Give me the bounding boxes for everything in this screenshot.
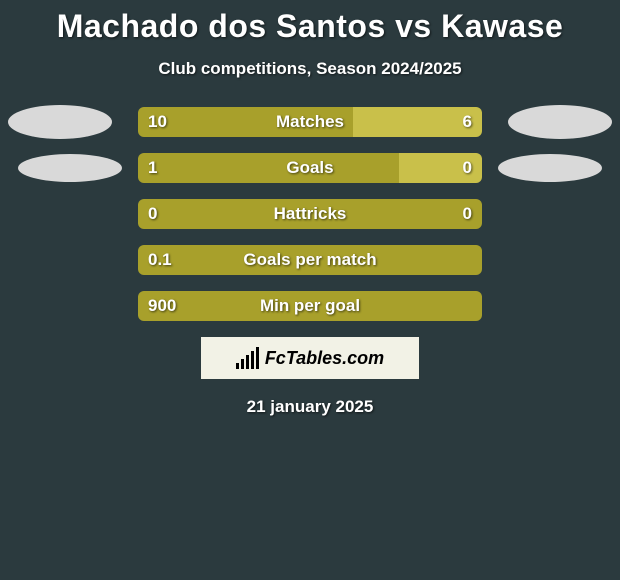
- stat-bar: [138, 153, 482, 183]
- stat-bar: [138, 291, 482, 321]
- player-left-avatar: [8, 105, 112, 139]
- stat-bar: [138, 199, 482, 229]
- stat-row: Goals10: [0, 153, 620, 183]
- page-title: Machado dos Santos vs Kawase: [0, 0, 620, 45]
- stat-bar-right: [353, 107, 482, 137]
- stat-bar: [138, 107, 482, 137]
- stat-row: Matches106: [0, 107, 620, 137]
- stat-bar-left: [138, 153, 399, 183]
- date-line: 21 january 2025: [0, 397, 620, 417]
- stat-row: Hattricks00: [0, 199, 620, 229]
- player-right-avatar: [508, 105, 612, 139]
- stat-bar: [138, 245, 482, 275]
- stat-row: Min per goal900: [0, 291, 620, 321]
- brand-bars-icon: [236, 347, 259, 369]
- brand-text: FcTables.com: [265, 348, 384, 369]
- stat-bar-left: [138, 291, 482, 321]
- player-left-avatar: [18, 154, 122, 182]
- brand-badge: FcTables.com: [201, 337, 419, 379]
- player-right-avatar: [498, 154, 602, 182]
- stat-bar-right: [399, 153, 482, 183]
- subtitle: Club competitions, Season 2024/2025: [0, 59, 620, 79]
- stat-bar-left: [138, 245, 482, 275]
- stat-bar-left: [138, 107, 353, 137]
- comparison-chart: Matches106 Goals10 Hattricks00 Goals per ma…: [0, 107, 620, 321]
- stat-bar-left: [138, 199, 482, 229]
- stat-row: Goals per match0.1: [0, 245, 620, 275]
